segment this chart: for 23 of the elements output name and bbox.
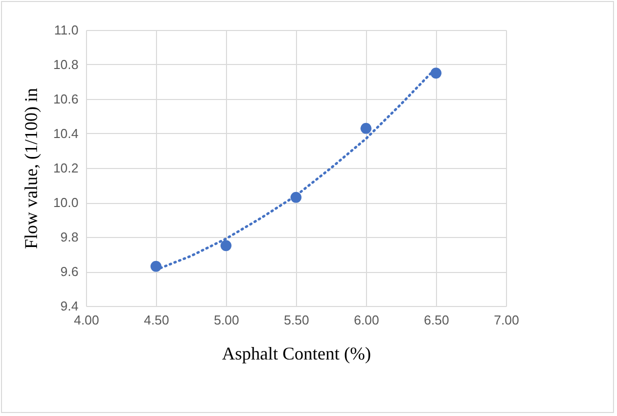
point bbox=[290, 192, 302, 203]
y-tick-label: 10.2 bbox=[53, 160, 78, 176]
y-tick-label: 10.6 bbox=[53, 92, 78, 106]
x-tick-label: 5.50 bbox=[284, 312, 310, 328]
y-axis-title: Flow value, (1/100) in bbox=[21, 88, 42, 249]
x-tick-label: 6.50 bbox=[424, 312, 450, 328]
y-tick-label: 10.0 bbox=[53, 195, 78, 210]
x-tick-label: 5.00 bbox=[214, 312, 240, 328]
point bbox=[430, 68, 442, 79]
point bbox=[150, 260, 162, 272]
y-tick-label: 10.8 bbox=[53, 57, 78, 72]
point bbox=[220, 240, 232, 252]
y-tick-label: 9.4 bbox=[60, 298, 78, 314]
x-axis-title: Asphalt Content (%) bbox=[222, 344, 371, 364]
y-tick-label: 9.6 bbox=[60, 264, 78, 279]
y-tick-label: 9.8 bbox=[60, 230, 78, 244]
x-tick-label: 6.00 bbox=[354, 312, 380, 328]
x-tick-label: 4.50 bbox=[144, 312, 170, 328]
point bbox=[360, 122, 372, 134]
x-tick-label: 7.00 bbox=[494, 312, 520, 328]
x-tick-label: 4.00 bbox=[74, 312, 100, 328]
y-tick-label: 11.0 bbox=[54, 22, 78, 38]
y-tick-label: 10.4 bbox=[53, 126, 78, 141]
